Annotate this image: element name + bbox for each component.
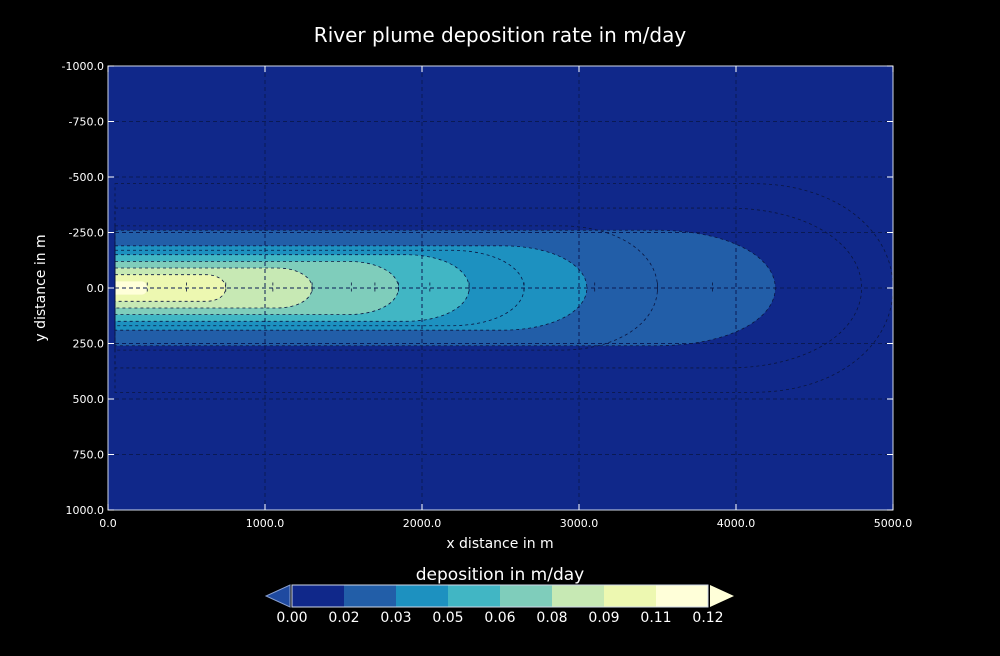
colorbar-extend-high <box>710 585 734 607</box>
contour-line <box>114 245 588 331</box>
y-tick-label: 0.0 <box>87 282 105 295</box>
colorbar-tick-label: 0.00 <box>276 610 307 626</box>
colorbar-segment <box>292 585 344 607</box>
y-tick-label: 250.0 <box>73 338 105 351</box>
x-tick-label: 5000.0 <box>874 517 913 530</box>
contour-line <box>114 254 470 322</box>
contour-line <box>114 274 227 302</box>
colorbar: 0.00 0.02 0.03 0.05 0.06 0.08 0.09 0.11 0.12 <box>264 584 734 626</box>
colorbar-tick-label: 0.03 <box>380 610 411 626</box>
x-axis-label: x distance in m <box>446 536 553 552</box>
y-tick-label: -1000.0 <box>62 60 104 73</box>
x-tick-label: 4000.0 <box>717 517 756 530</box>
colorbar-title: deposition in m/day <box>416 565 584 585</box>
colorbar-tick-label: 0.09 <box>588 610 619 626</box>
y-tick-label: -500.0 <box>69 171 104 184</box>
contour-line <box>114 225 658 351</box>
colorbar-tick-label: 0.11 <box>640 610 671 626</box>
colorbar-segment <box>448 585 500 607</box>
colorbar-segment <box>500 585 552 607</box>
contour-fill-0.09 <box>115 274 226 302</box>
colorbar-tick-label: 0.12 <box>692 610 723 626</box>
y-tick-label: -750.0 <box>69 116 104 129</box>
grid <box>108 66 893 510</box>
colorbar-frame <box>291 584 709 608</box>
y-axis-label: y distance in m <box>33 234 49 341</box>
colorbar-segment <box>396 585 448 607</box>
colorbar-segment <box>344 585 396 607</box>
x-tick-label: 2000.0 <box>403 517 442 530</box>
contour-line <box>114 267 313 309</box>
x-tick-label: 0.0 <box>99 517 117 530</box>
dashed-contour-lines <box>114 183 894 393</box>
y-tick-label: 1000.0 <box>66 504 105 517</box>
contour-line <box>114 260 399 316</box>
colorbar-tick-label: 0.08 <box>536 610 567 626</box>
y-tick-label: 500.0 <box>73 393 105 406</box>
x-tick-label: 3000.0 <box>560 517 599 530</box>
x-axis-ticks: 0.0 1000.0 2000.0 3000.0 4000.0 5000.0 <box>99 66 912 530</box>
colorbar-tick-label: 0.06 <box>484 610 515 626</box>
colorbar-segment <box>656 585 708 607</box>
contour-line <box>114 207 863 369</box>
x-tick-label: 1000.0 <box>246 517 285 530</box>
chart-title: River plume deposition rate in m/day <box>314 23 687 47</box>
colorbar-tick-label: 0.05 <box>432 610 463 626</box>
y-axis-ticks: -1000.0 -750.0 -500.0 -250.0 0.0 250.0 500.0 75… <box>62 60 893 517</box>
colorbar-segment <box>552 585 604 607</box>
y-tick-label: 750.0 <box>73 449 105 462</box>
colorbar-segment <box>604 585 656 607</box>
y-tick-label: -250.0 <box>69 227 104 240</box>
colorbar-extend-low <box>264 584 291 608</box>
colorbar-tick-label: 0.02 <box>328 610 359 626</box>
contour-line <box>114 229 776 347</box>
